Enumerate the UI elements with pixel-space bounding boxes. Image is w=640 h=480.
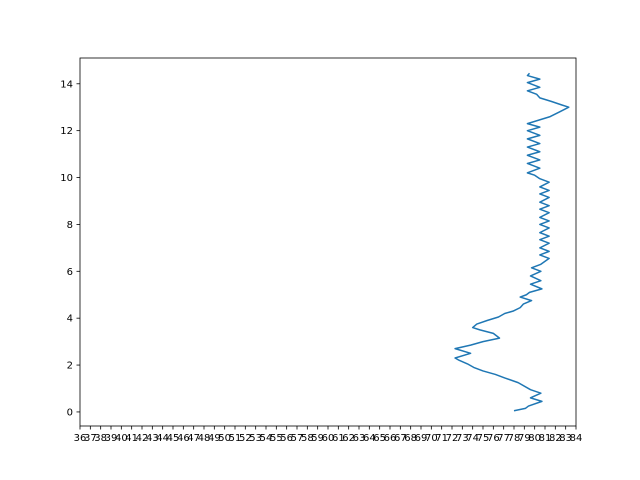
x-tick-label: 72 xyxy=(446,433,459,444)
x-tick-label: 49 xyxy=(208,433,221,444)
x-tick-label: 36 xyxy=(74,433,87,444)
x-tick-label: 44 xyxy=(156,433,169,444)
y-tick-label: 10 xyxy=(60,173,73,184)
x-tick-label: 46 xyxy=(177,433,190,444)
x-tick-label: 48 xyxy=(198,433,211,444)
x-tick-label: 64 xyxy=(363,433,376,444)
x-tick-label: 39 xyxy=(105,433,118,444)
x-tick-label: 67 xyxy=(394,433,407,444)
x-tick-label: 56 xyxy=(280,433,293,444)
series-layer xyxy=(454,72,570,412)
x-tick-label: 45 xyxy=(167,433,180,444)
x-tick-label: 66 xyxy=(384,433,397,444)
x-tick-label: 53 xyxy=(249,433,262,444)
y-tick-label: 2 xyxy=(67,361,73,372)
x-tick-label: 79 xyxy=(518,433,531,444)
x-tick-label: 60 xyxy=(322,433,335,444)
x-tick-label: 75 xyxy=(477,433,490,444)
y-tick-label: 14 xyxy=(60,79,73,90)
plot-frame xyxy=(79,57,577,427)
x-tick-label: 58 xyxy=(301,433,314,444)
x-tick-label: 80 xyxy=(528,433,541,444)
x-tick-label: 42 xyxy=(136,433,149,444)
y-tick-label: 0 xyxy=(67,407,73,418)
x-tick-label: 62 xyxy=(342,433,355,444)
x-tick-label: 65 xyxy=(373,433,386,444)
x-tick-label: 40 xyxy=(115,433,128,444)
x-tick-label: 71 xyxy=(435,433,448,444)
x-tick-label: 59 xyxy=(311,433,324,444)
x-tick-label: 83 xyxy=(559,433,572,444)
y-tick-label: 4 xyxy=(67,314,73,325)
x-tick-label: 68 xyxy=(404,433,417,444)
x-tick-label: 77 xyxy=(497,433,510,444)
x-tick-label: 69 xyxy=(415,433,428,444)
y-tick-label: 12 xyxy=(60,126,73,137)
x-tick-label: 37 xyxy=(84,433,97,444)
y-axis: 0 2 4 6 8 10 12 14 xyxy=(60,79,80,418)
y-tick-label: 6 xyxy=(67,267,73,278)
x-tick-label: 76 xyxy=(487,433,500,444)
x-tick-label: 50 xyxy=(218,433,231,444)
x-tick-label: 51 xyxy=(229,433,242,444)
x-axis: 3637383940414243444546474849505152535455… xyxy=(74,426,583,444)
x-tick-label: 63 xyxy=(353,433,366,444)
x-tick-label: 78 xyxy=(508,433,521,444)
x-tick-label: 70 xyxy=(425,433,438,444)
x-tick-label: 54 xyxy=(260,433,273,444)
x-tick-label: 55 xyxy=(270,433,283,444)
x-tick-label: 52 xyxy=(239,433,252,444)
x-tick-label: 41 xyxy=(125,433,138,444)
x-tick-label: 73 xyxy=(456,433,469,444)
x-tick-label: 38 xyxy=(94,433,107,444)
x-tick-label: 74 xyxy=(466,433,479,444)
x-tick-label: 43 xyxy=(146,433,159,444)
x-tick-label: 57 xyxy=(291,433,304,444)
x-tick-label: 61 xyxy=(332,433,345,444)
x-tick-label: 82 xyxy=(549,433,562,444)
x-tick-label: 84 xyxy=(570,433,583,444)
x-tick-label: 81 xyxy=(539,433,552,444)
x-tick-label: 47 xyxy=(187,433,200,444)
y-tick-label: 8 xyxy=(67,220,73,231)
plot-area xyxy=(80,58,576,426)
series-line-0 xyxy=(454,72,570,412)
